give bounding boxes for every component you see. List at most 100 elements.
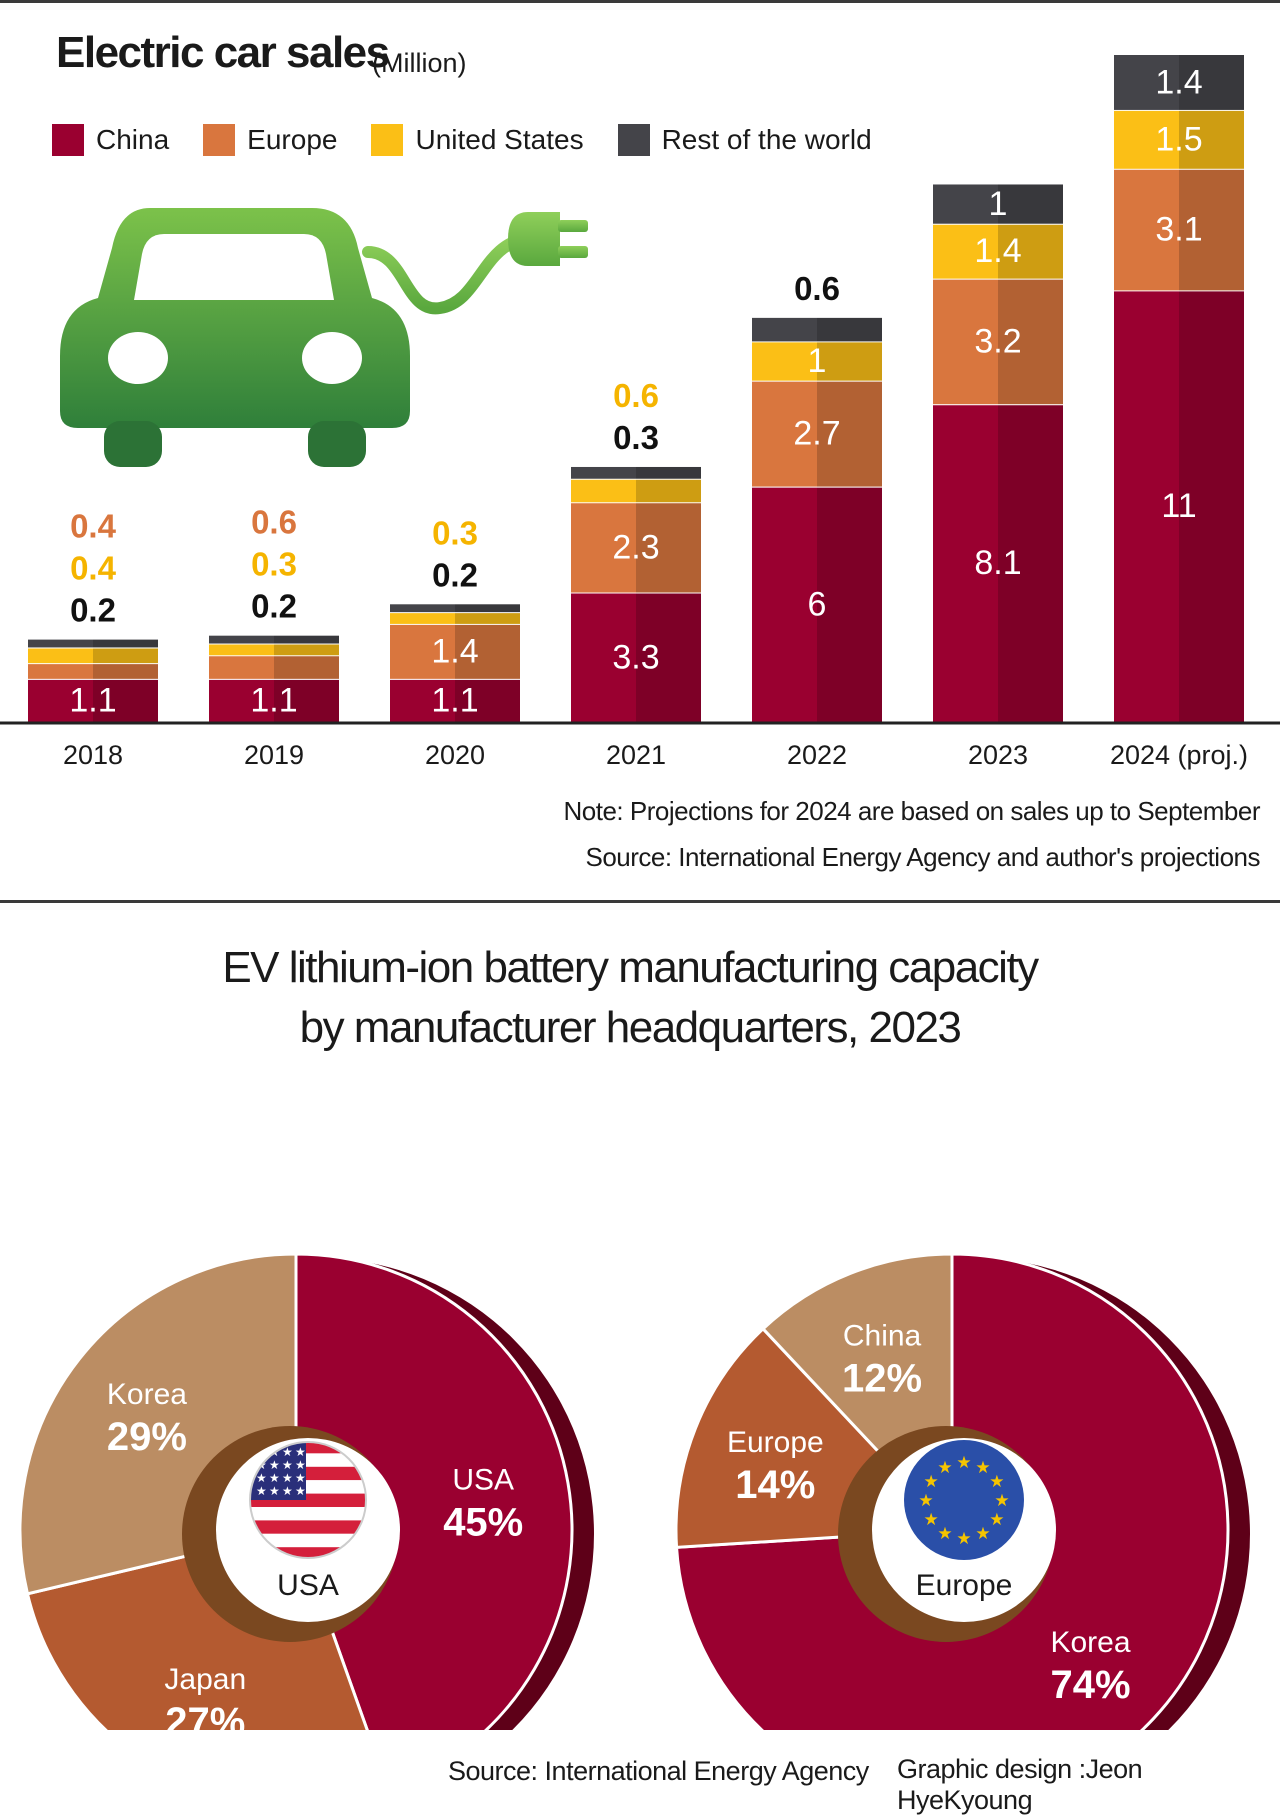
bar-value-label: 1.1 [250, 681, 297, 719]
bar-europe-2023 [933, 278, 998, 405]
legend-label-china: China [96, 124, 170, 155]
svg-text:★: ★ [282, 1484, 293, 1498]
bar-value-label: 0.2 [432, 556, 478, 593]
bar-shade [817, 317, 882, 342]
bar-value-label: 1 [808, 342, 827, 380]
legend-label-europe: Europe [247, 124, 338, 155]
bar-china-2020 [390, 678, 455, 722]
bar-shade [274, 655, 339, 679]
bar-shade [455, 623, 520, 679]
bar-value-label: 1.4 [974, 232, 1021, 270]
bar-shade [274, 643, 339, 656]
bar-value-label: 0.3 [251, 546, 297, 583]
bar-china-2024 [1114, 290, 1179, 722]
bar-value-label: 1.1 [69, 681, 116, 719]
bar-value-label: 0.2 [251, 588, 297, 625]
us-flag-icon: ★★★★★★★★★★★★★★★★ [249, 1441, 367, 1559]
legend: China Europe United States Rest of the w… [52, 124, 872, 156]
svg-text:★: ★ [269, 1471, 280, 1485]
pie-slice-percent: 74% [1050, 1663, 1130, 1707]
bar-value-label: 1.1 [431, 681, 478, 719]
bar-value-label: 1.4 [431, 632, 478, 670]
plug-icon [508, 212, 588, 266]
svg-text:★: ★ [956, 1529, 971, 1549]
bar-shade [1179, 290, 1244, 722]
pie-slice-label: USA [452, 1464, 514, 1497]
bar-united-states-2021 [571, 478, 636, 503]
bar-shade [817, 380, 882, 487]
pie-title-line2: by manufacturer headquarters, 2023 [299, 1003, 962, 1052]
svg-text:★: ★ [937, 1524, 952, 1544]
pie-slice-label: Japan [164, 1663, 246, 1696]
pie-slice-percent: 12% [842, 1356, 922, 1400]
svg-text:★: ★ [256, 1471, 267, 1485]
bar-china-2019 [209, 678, 274, 722]
bar-value-label: 1.4 [1155, 63, 1202, 101]
bar-value-label: 0.4 [70, 508, 117, 545]
bar-chart: 1.1 0.2 0.4 0.4 2018 1.1 0.2 0.3 0.6 2019 1.1 1.4 0.… [0, 55, 1280, 770]
bar-united-states-2020 [390, 612, 455, 624]
footer-design-credit: Graphic design :Jeon HyeKyoung [897, 1754, 1143, 1815]
svg-text:★: ★ [269, 1484, 280, 1498]
bar-united-states-2018 [28, 647, 93, 664]
bar-shade [93, 678, 158, 722]
svg-text:★: ★ [989, 1510, 1004, 1530]
legend-swatch-rest-of-world [617, 124, 650, 156]
x-tick-label: 2020 [425, 740, 485, 770]
bar-shade [93, 663, 158, 679]
legend-item-china: China [52, 124, 169, 156]
pie-title-line1: EV lithium-ion battery manufacturing cap… [222, 943, 1039, 992]
svg-text:★: ★ [269, 1458, 280, 1472]
bar-shade [455, 678, 520, 722]
bar-shade [817, 486, 882, 722]
legend-label-rest-of-world: Rest of the world [661, 124, 872, 155]
svg-text:★: ★ [295, 1445, 306, 1459]
svg-text:★: ★ [989, 1472, 1004, 1492]
x-tick-label: 2021 [606, 740, 666, 770]
legend-item-rest-of-world: Rest of the world [617, 124, 872, 156]
bar-europe-2021 [571, 502, 636, 593]
bar-value-label: 0.6 [613, 377, 659, 414]
donut-chart-usa: USA 45% Japan 27% Korea 29% ★★★★★★★★★★★★★★★★ US… [18, 1252, 594, 1730]
bar-europe-2024 [1114, 168, 1179, 291]
bar-china-2022 [752, 486, 817, 722]
bar-europe-2022 [752, 380, 817, 487]
pie-section-title: EV lithium-ion battery manufacturing cap… [0, 938, 1260, 1058]
pie-charts: USA45%Japan27%Korea29%★★★★★★★★★★★★★★★★US… [18, 1252, 1250, 1730]
legend-item-united-states: United States [371, 124, 584, 156]
x-tick-label: 2019 [244, 740, 304, 770]
bar-value-label: 0.3 [432, 514, 478, 551]
pie-slice-label: Europe [727, 1426, 824, 1459]
footer-source: Source: International Energy Agency [448, 1756, 869, 1786]
svg-text:★: ★ [923, 1510, 938, 1530]
electric-car-icon [60, 208, 588, 467]
bar-china-2023 [933, 404, 998, 722]
svg-text:★: ★ [994, 1491, 1009, 1511]
bar-value-label: 6 [808, 585, 827, 623]
svg-text:★: ★ [956, 1453, 971, 1473]
chart-source: Source: International Energy Agency and … [585, 842, 1260, 872]
bar-china-2018 [28, 678, 93, 722]
svg-text:★: ★ [256, 1484, 267, 1498]
bar-rest-of-the-world-2018 [28, 639, 93, 648]
pie-slice-label: Korea [1050, 1626, 1130, 1659]
bar-value-label: 1.5 [1155, 120, 1202, 158]
svg-text:★: ★ [923, 1472, 938, 1492]
bar-europe-2019 [209, 655, 274, 679]
bar-shade [274, 678, 339, 722]
bar-china-2021 [571, 592, 636, 722]
bar-rest-of-the-world-2021 [571, 466, 636, 479]
legend-swatch-china [52, 124, 84, 156]
svg-text:★: ★ [282, 1458, 293, 1472]
bar-value-label: 0.4 [70, 550, 117, 587]
bar-europe-2020 [390, 623, 455, 679]
bar-value-label: 3.1 [1155, 211, 1202, 249]
bar-value-label: 0.6 [794, 270, 840, 307]
x-tick-label: 2018 [63, 740, 123, 770]
chart-unit: (Million) [372, 48, 467, 78]
bar-europe-2018 [28, 663, 93, 679]
eu-flag-icon: ★ ★★★★★★★★★★★ [904, 1440, 1024, 1560]
legend-swatch-united-states [371, 124, 404, 156]
section-divider [0, 900, 1280, 903]
